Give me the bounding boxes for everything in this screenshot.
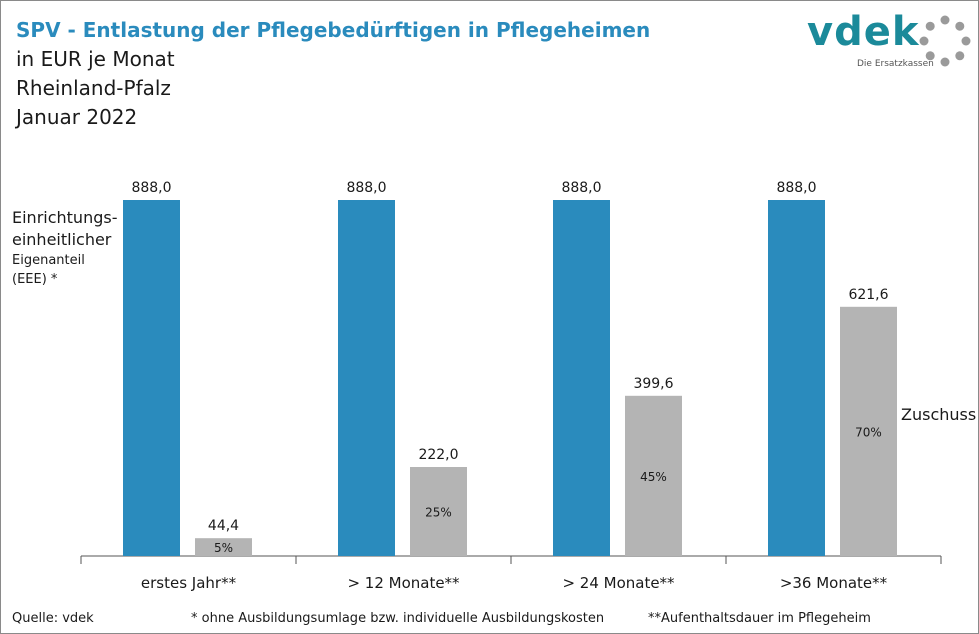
logo-ring-icon [919, 15, 971, 67]
logo-tagline: Die Ersatzkassen [857, 59, 934, 69]
bar-zuschuss [840, 306, 897, 556]
data-label-zuschuss: 621,6 [848, 287, 888, 303]
category-label: >36 Monate** [780, 574, 888, 592]
category-label: > 12 Monate** [347, 574, 460, 592]
chart-subtitle-date: Januar 2022 [16, 105, 138, 129]
bar-eee [123, 200, 180, 556]
legend-eee-line-3: Eigenanteil [12, 253, 85, 268]
percent-label: 25% [425, 506, 452, 520]
percent-label: 70% [855, 425, 882, 439]
vdek-logo: vdek Die Ersatzkassen [807, 9, 973, 75]
bar-zuschuss [625, 395, 682, 556]
data-label-zuschuss: 222,0 [418, 447, 458, 463]
footer-note-eee: * ohne Ausbildungsumlage bzw. individuel… [191, 611, 605, 626]
data-label-eee: 888,0 [776, 180, 816, 196]
chart-title: SPV - Entlastung der Pflegebedürftigen i… [16, 18, 651, 42]
logo-wordmark: vdek [807, 9, 920, 55]
chart-subtitle-region: Rheinland-Pfalz [16, 76, 171, 100]
percent-label: 45% [640, 470, 667, 484]
bar-zuschuss [410, 467, 467, 556]
bar-eee [553, 200, 610, 556]
bar-zuschuss [195, 538, 252, 556]
legend-eee-line-1: Einrichtungs- [12, 208, 118, 227]
category-label: erstes Jahr** [141, 574, 237, 592]
data-label-zuschuss: 44,4 [208, 518, 239, 534]
legend-zuschuss: Zuschuss [901, 405, 977, 424]
category-label: > 24 Monate** [562, 574, 675, 592]
data-label-eee: 888,0 [131, 180, 171, 196]
legend-eee-line-2: einheitlicher [12, 230, 112, 249]
data-label-eee: 888,0 [346, 180, 386, 196]
data-label-zuschuss: 399,6 [633, 376, 673, 392]
footer-note-duration: **Aufenthaltsdauer im Pflegeheim [648, 611, 871, 626]
chart-subtitle-unit: in EUR je Monat [16, 47, 175, 71]
legend-eee-line-4: (EEE) * [12, 272, 58, 287]
bar-eee [338, 200, 395, 556]
bar-eee [768, 200, 825, 556]
percent-label: 5% [214, 541, 233, 555]
footer-source: Quelle: vdek [12, 611, 94, 626]
data-label-eee: 888,0 [561, 180, 601, 196]
